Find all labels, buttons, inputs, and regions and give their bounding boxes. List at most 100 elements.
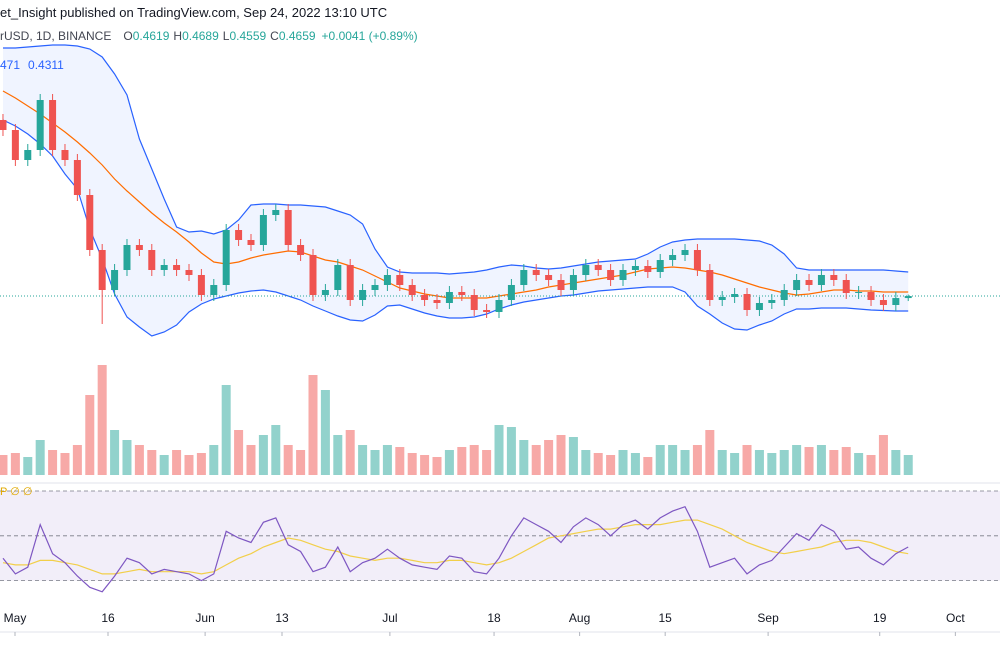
- volume-bar: [234, 430, 244, 475]
- x-tick-label: Oct: [946, 611, 965, 625]
- candle-body: [111, 270, 119, 290]
- volume-bar: [35, 440, 45, 475]
- volume-bar: [668, 445, 678, 475]
- ohlc-item: C: [270, 29, 279, 43]
- candle-body: [879, 300, 887, 305]
- x-tick-label: Sep: [757, 611, 779, 625]
- volume-bar: [494, 425, 504, 475]
- candle-body: [433, 300, 441, 303]
- candle-body: [148, 250, 156, 270]
- candle-body: [247, 240, 255, 245]
- volume-bar: [333, 435, 343, 475]
- candle-body: [569, 275, 577, 290]
- candle-body: [520, 270, 528, 285]
- ohlc-pair: H0.4689: [173, 29, 218, 43]
- volume-bar: [308, 375, 318, 475]
- candle-body: [222, 230, 230, 285]
- volume-bar: [134, 445, 144, 475]
- ohlc-item: 0.4689: [182, 29, 219, 43]
- volume-bar: [891, 450, 901, 475]
- volume-bar: [60, 453, 70, 475]
- candle-body: [495, 300, 503, 312]
- volume-bar: [606, 455, 616, 475]
- candle-body: [371, 285, 379, 290]
- candle-body: [272, 210, 280, 215]
- volume-bar: [742, 445, 752, 475]
- candle-body: [656, 260, 664, 272]
- volume-bar: [816, 445, 826, 475]
- bb-value: 0.4311: [28, 58, 64, 72]
- candle-body: [359, 290, 367, 300]
- volume-bar: [630, 453, 640, 475]
- change: +0.0041 (+0.89%): [321, 29, 418, 43]
- candle-body: [284, 210, 292, 245]
- bb-lower: [2, 119, 909, 337]
- candle-body: [197, 275, 205, 295]
- candle-body: [36, 100, 44, 150]
- candle-body: [681, 250, 689, 255]
- candle-body: [855, 292, 863, 293]
- candle-body: [483, 310, 491, 312]
- x-tick-label: 16: [101, 611, 115, 625]
- candle-body: [842, 280, 850, 293]
- x-tick-label: 19: [873, 611, 887, 625]
- volume-bar: [184, 455, 194, 475]
- candle-body: [210, 285, 218, 295]
- ohlc-item: 0.4559: [229, 29, 267, 43]
- candle-body: [123, 245, 131, 270]
- x-tick-label: 18: [487, 611, 501, 625]
- candle-body: [61, 150, 69, 160]
- volume-bar: [221, 385, 231, 475]
- candle-body: [421, 295, 429, 300]
- ohlc-pair: L0.4559: [223, 29, 266, 43]
- candle-body: [173, 265, 181, 270]
- volume-bar: [48, 450, 58, 475]
- volume-bar: [717, 450, 727, 475]
- volume-bar: [618, 450, 628, 475]
- candle-body: [669, 255, 677, 260]
- volume-bar: [556, 435, 566, 475]
- candle-body: [135, 245, 143, 250]
- volume-bar: [23, 457, 33, 475]
- volume-bar: [209, 445, 219, 475]
- candle-body: [346, 265, 354, 300]
- candle-body: [706, 270, 714, 300]
- candle-body: [185, 270, 193, 275]
- volume-bar: [705, 430, 715, 475]
- volume-bar: [730, 453, 740, 475]
- volume-bar: [147, 450, 157, 475]
- candle-body: [309, 255, 317, 295]
- candle-body: [11, 130, 19, 160]
- volume-bar: [320, 390, 330, 475]
- candle-body: [86, 195, 94, 250]
- symbol: rUSD, 1D, BINANCE: [0, 29, 112, 43]
- symbol-legend: rUSD, 1D, BINANCE O0.4619 H0.4689 L0.4559 C…: [0, 29, 418, 43]
- candle-body: [619, 270, 627, 280]
- volume-bar: [792, 445, 802, 475]
- volume-bar: [767, 453, 777, 475]
- ohlc-pair: O0.4619: [123, 29, 169, 43]
- volume-bar: [172, 450, 182, 475]
- volume-bar: [432, 457, 442, 475]
- candle-body: [607, 270, 615, 280]
- volume-bar: [196, 453, 206, 475]
- volume-bar: [110, 430, 120, 475]
- x-tick-label: 13: [275, 611, 289, 625]
- volume-bar: [854, 453, 864, 475]
- volume-bar: [97, 365, 107, 475]
- volume-bar: [841, 447, 851, 475]
- candle-body: [693, 250, 701, 270]
- volume-bar: [779, 450, 789, 475]
- candle-body: [396, 275, 404, 285]
- volume-bar: [519, 440, 529, 475]
- ohlc-item: H: [173, 29, 183, 43]
- volume-bar: [593, 453, 603, 475]
- bb-legend: 471 0.4311: [0, 58, 64, 72]
- volume-bar: [271, 425, 281, 475]
- volume-bar: [506, 427, 516, 475]
- candle-body: [49, 100, 57, 150]
- bb-fill: [3, 45, 909, 336]
- candle-body: [557, 280, 565, 290]
- candle-body: [532, 270, 540, 275]
